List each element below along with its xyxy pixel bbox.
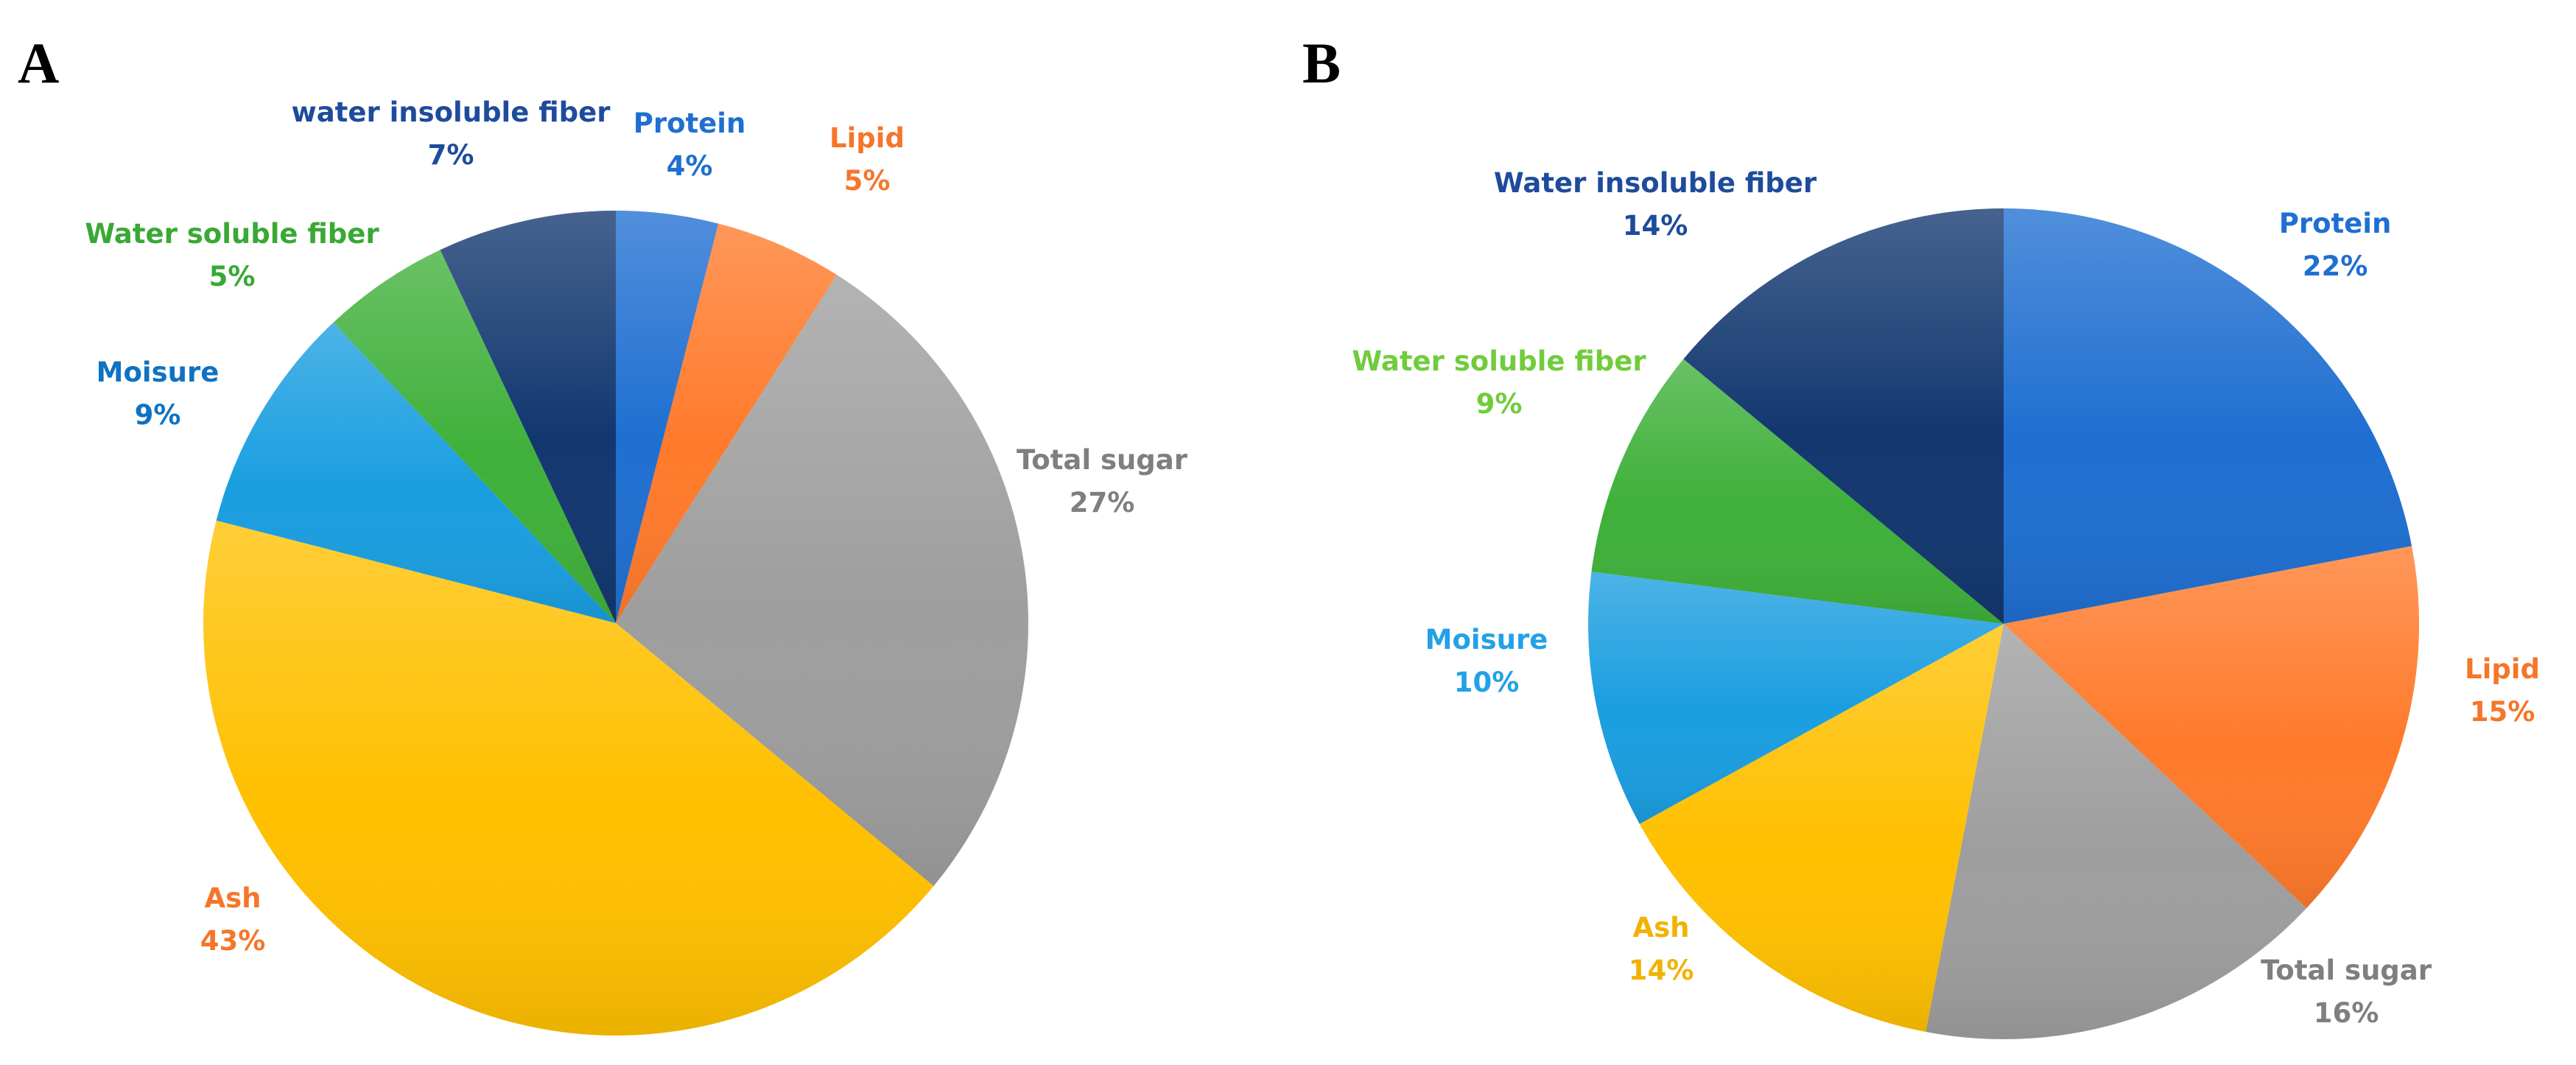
panel-b-label-lipid: Lipid 15%: [2465, 653, 2540, 728]
panel-a-label-ash: Ash 43%: [200, 882, 266, 957]
panel-b-label-protein-name: Protein: [2279, 208, 2392, 239]
panel-b-label-water-insoluble-fiber: Water insoluble fiber 14%: [1494, 167, 1817, 242]
panel-b-label-protein: Protein 22%: [2279, 208, 2392, 282]
panel-b-label-moisture: Moisure 10%: [1425, 624, 1548, 698]
panel-a-slice-protein-shading: [616, 211, 719, 623]
panel-a-slice-moisture-shading: [216, 322, 617, 623]
panel-a-slice-lipid-shading: [616, 223, 838, 624]
panel-a-label-moisture-name: Moisure: [96, 356, 220, 388]
panel-a-label-total-sugar-value: 27%: [1070, 487, 1135, 519]
panel-a-letter: A: [18, 31, 59, 95]
panel-b-slice-lipid: [2004, 546, 2419, 909]
panel-b-slice-moisture: [1588, 572, 2004, 824]
panel-a-slice-water-insoluble-fiber-shading: [440, 211, 616, 623]
panel-a-slice-total-sugar: [616, 275, 1028, 886]
panel-b-slice-protein-shading: [2004, 208, 2412, 624]
panel-b-slice-total-sugar: [1926, 624, 2307, 1039]
panel-a-slice-water-insoluble-fiber: [440, 211, 616, 623]
panel-b-label-moisture-value: 10%: [1454, 667, 1520, 698]
panel-b-label-ash: Ash 14%: [1629, 912, 1694, 986]
panel-a-label-moisture-value: 9%: [135, 399, 181, 431]
panel-b-letter: B: [1302, 31, 1341, 95]
panel-b-chart: B Protein 22% Lipid 15% Total sugar 16% Ash 14%…: [1302, 31, 2540, 1039]
panel-a-label-total-sugar: Total sugar 27%: [1017, 444, 1188, 519]
panel-b-slice-protein: [2004, 208, 2412, 624]
panel-a-slice-protein: [616, 211, 719, 623]
panel-a-label-lipid-name: Lipid: [829, 122, 905, 154]
panel-b-label-total-sugar-value: 16%: [2314, 997, 2379, 1029]
panel-a-label-water-soluble-fiber-name: Water soluble fiber: [85, 218, 379, 250]
panel-a-label-protein-value: 4%: [667, 150, 713, 182]
panel-b-slice-water-insoluble-fiber-shading: [1683, 208, 2004, 624]
panel-a-label-water-soluble-fiber-value: 5%: [209, 261, 256, 292]
panel-b-slice-water-soluble-fiber: [1591, 359, 2004, 624]
panel-a-chart: A Protein 4% Lipid 5% Total sugar 27% Ash 43% Mo…: [18, 31, 1188, 1036]
panel-a-label-water-insoluble-fiber-value: 7%: [428, 139, 474, 171]
panel-a-label-protein: Protein 4%: [634, 108, 746, 182]
panel-b-label-ash-name: Ash: [1633, 912, 1690, 943]
panel-a-slice-water-soluble-fiber-shading: [333, 250, 616, 623]
panel-a-label-lipid: Lipid 5%: [829, 122, 905, 197]
panel-b-slice-moisture-shading: [1588, 572, 2004, 824]
panel-b-label-total-sugar-name: Total sugar: [2261, 955, 2432, 986]
panel-b-slice-ash: [1639, 624, 2004, 1033]
panel-a-label-moisture: Moisure 9%: [96, 356, 220, 431]
panel-b-pie: [1588, 208, 2419, 1039]
panel-b-slice-ash-shading: [1639, 624, 2004, 1033]
panel-a-label-total-sugar-name: Total sugar: [1017, 444, 1188, 476]
panel-a-label-water-insoluble-fiber-name: water insoluble fiber: [292, 96, 611, 128]
panel-b-label-lipid-name: Lipid: [2465, 653, 2540, 685]
panel-a-slice-water-soluble-fiber: [333, 250, 616, 623]
panel-b-slice-lipid-shading: [2004, 546, 2419, 909]
panel-b-slice-water-insoluble-fiber: [1683, 208, 2004, 624]
panel-a-label-ash-name: Ash: [205, 882, 262, 914]
panel-a-label-water-insoluble-fiber: water insoluble fiber 7%: [292, 96, 611, 171]
panel-a-label-water-soluble-fiber: Water soluble fiber 5%: [85, 218, 379, 292]
panel-a-pie: [203, 211, 1028, 1036]
panel-a-labels: Protein 4% Lipid 5% Total sugar 27% Ash 43% Mois…: [85, 96, 1187, 957]
panel-b-slice-water-soluble-fiber-shading: [1591, 359, 2004, 624]
panel-b-label-lipid-value: 15%: [2470, 696, 2535, 728]
panel-b-label-ash-value: 14%: [1629, 955, 1694, 986]
panel-a-slice-moisture: [216, 322, 617, 623]
panel-b-label-water-insoluble-fiber-value: 14%: [1623, 210, 1688, 242]
panel-a-slice-ash-shading: [203, 520, 934, 1036]
panel-b-slice-total-sugar-shading: [1926, 624, 2307, 1039]
panel-b-label-water-insoluble-fiber-name: Water insoluble fiber: [1494, 167, 1817, 199]
panel-b-labels: Protein 22% Lipid 15% Total sugar 16% Ash 14% Mo…: [1352, 167, 2540, 1029]
panel-a-slice-lipid: [616, 223, 838, 624]
panel-b-label-moisture-name: Moisure: [1425, 624, 1548, 655]
panel-a-label-protein-name: Protein: [634, 108, 746, 139]
panel-a-slice-total-sugar-shading: [616, 275, 1028, 886]
panel-b-label-protein-value: 22%: [2303, 250, 2368, 282]
panel-b-label-water-soluble-fiber-name: Water soluble fiber: [1352, 345, 1646, 377]
panel-b-label-total-sugar: Total sugar 16%: [2261, 955, 2432, 1029]
panel-a-slice-ash: [203, 520, 934, 1036]
panel-b-label-water-soluble-fiber: Water soluble fiber 9%: [1352, 345, 1646, 420]
panel-b-label-water-soluble-fiber-value: 9%: [1476, 388, 1523, 420]
panel-a-label-lipid-value: 5%: [844, 165, 891, 197]
panel-a-label-ash-value: 43%: [200, 925, 266, 957]
